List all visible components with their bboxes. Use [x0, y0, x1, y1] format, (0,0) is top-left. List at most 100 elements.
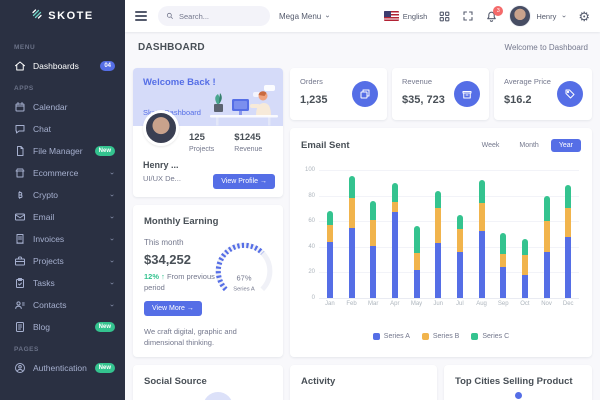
sidebar-item-contacts[interactable]: Contacts — [0, 294, 125, 316]
legend-item-series-a[interactable]: Series A — [372, 333, 410, 340]
toggle-week[interactable]: Week — [474, 139, 508, 152]
stacked-bar[interactable] — [391, 182, 398, 298]
bar-segment-series-a — [500, 267, 507, 298]
bar-segment-series-c — [435, 190, 442, 209]
sidebar-item-calendar[interactable]: Calendar — [0, 96, 125, 118]
stacked-bar[interactable] — [370, 200, 377, 298]
x-axis-label: Feb — [346, 301, 357, 307]
user-menu[interactable]: Henry — [509, 5, 567, 27]
sidebar-item-email[interactable]: Email — [0, 206, 125, 228]
sidebar-section-label: MENU — [14, 44, 36, 51]
top-cities-title: Top Cities Selling Product — [455, 376, 573, 387]
sidebar-item-blog[interactable]: Blog New — [0, 316, 125, 338]
envelope-icon — [14, 211, 26, 223]
bar-slot-mar — [362, 170, 384, 298]
bar-segment-series-c — [326, 210, 333, 226]
fullscreen-button[interactable] — [462, 10, 474, 22]
sidebar-item-label: Projects — [33, 256, 64, 266]
x-axis-label: Jan — [324, 301, 335, 307]
bar-segment-series-a — [413, 269, 420, 298]
x-axis-label: Sep — [497, 301, 509, 307]
stat-label: Revenue — [402, 77, 433, 86]
bar-segment-series-a — [370, 245, 377, 298]
radial-gauge-chart: 67% Series A — [215, 242, 273, 293]
gridline — [319, 246, 579, 248]
y-axis-tick: 0 — [311, 295, 315, 301]
sidebar-item-label: Contacts — [33, 300, 67, 310]
social-source-card: Social Source — [133, 365, 283, 400]
welcome-title: Welcome Back ! — [143, 77, 216, 88]
stacked-bar[interactable] — [543, 195, 550, 298]
sidebar-item-ecommerce[interactable]: Ecommerce — [0, 162, 125, 184]
gridline — [319, 221, 579, 223]
bar-segment-series-a — [348, 227, 355, 298]
sidebar-item-crypto[interactable]: Crypto — [0, 184, 125, 206]
stacked-bar[interactable] — [348, 176, 355, 298]
home-icon — [14, 60, 26, 72]
monthly-earning-title: Monthly Earning — [144, 216, 219, 227]
sidebar-badge: New — [94, 322, 115, 332]
copy-icon — [352, 81, 378, 107]
sidebar: SKOTE MENU Dashboards 04 APPS Calendar Chat Fi… — [0, 0, 125, 400]
language-dropdown[interactable]: English — [383, 11, 427, 21]
stacked-bar[interactable] — [326, 210, 333, 298]
bar-slot-dec — [557, 170, 579, 298]
bar-segment-series-c — [500, 232, 507, 255]
bar-slot-apr — [384, 170, 406, 298]
file-icon — [14, 145, 26, 157]
bar-slot-nov — [536, 170, 558, 298]
monthly-earning-card: Monthly Earning This month $34,252 12% ↑… — [133, 205, 283, 357]
bitcoin-icon — [14, 189, 26, 201]
stacked-bar[interactable] — [565, 185, 572, 298]
period-label: This month — [144, 238, 184, 247]
stacked-bar[interactable] — [500, 232, 507, 298]
chevron-down-icon — [109, 259, 115, 264]
mega-menu-label: Mega Menu — [279, 11, 322, 21]
chevron-down-icon — [561, 12, 567, 21]
bar-segment-series-a — [456, 251, 463, 298]
receipt-icon — [14, 233, 26, 245]
view-profile-button[interactable]: View Profile → — [213, 174, 275, 189]
stacked-bar[interactable] — [456, 214, 463, 298]
arrow-up-icon: ↑ — [161, 272, 165, 281]
stacked-bar[interactable] — [435, 190, 442, 298]
legend-item-series-b[interactable]: Series B — [421, 333, 459, 340]
sidebar-item-invoices[interactable]: Invoices — [0, 228, 125, 250]
sidebar-item-projects[interactable]: Projects — [0, 250, 125, 272]
skote-logo-icon — [31, 7, 43, 25]
stacked-bar[interactable] — [413, 226, 420, 298]
page-head: DASHBOARD Welcome to Dashboard — [125, 32, 600, 62]
legend-item-series-c[interactable]: Series C — [471, 333, 509, 340]
sidebar-item-authentication[interactable]: Authentication New — [0, 357, 125, 379]
sidebar-item-dashboards[interactable]: Dashboards 04 — [0, 55, 125, 77]
apps-grid-button[interactable] — [438, 10, 451, 23]
settings-gear-icon[interactable]: ⚙ — [578, 8, 590, 24]
bar-segment-series-b — [478, 203, 485, 232]
chevron-down-icon — [109, 303, 115, 308]
sidebar-item-file-manager[interactable]: File Manager New — [0, 140, 125, 162]
sidebar-badge: New — [94, 363, 115, 373]
menu-toggle-button[interactable] — [133, 9, 149, 23]
view-more-button[interactable]: View More → — [144, 301, 202, 316]
search-input[interactable] — [179, 11, 262, 21]
bar-slot-aug — [471, 170, 493, 298]
user-name: Henry — [536, 11, 557, 21]
logo[interactable]: SKOTE — [0, 0, 125, 32]
x-axis-label: Nov — [541, 301, 552, 307]
stacked-bar[interactable] — [478, 180, 485, 298]
toggle-month[interactable]: Month — [511, 139, 546, 152]
chart-x-axis: Jan Feb Mar Apr May Jun Jul Aug Sep Oct Nov Dec — [319, 301, 579, 307]
notifications-button[interactable]: 3 — [485, 5, 504, 23]
sidebar-item-chat[interactable]: Chat — [0, 118, 125, 140]
y-axis-tick: 20 — [308, 269, 315, 276]
mega-menu-dropdown[interactable]: Mega Menu — [279, 12, 331, 21]
stacked-bar[interactable] — [521, 239, 528, 298]
us-flag-icon — [383, 11, 399, 21]
sidebar-item-tasks[interactable]: Tasks — [0, 272, 125, 294]
bar-segment-series-c — [521, 239, 528, 255]
toggle-year[interactable]: Year — [550, 139, 581, 152]
x-axis-label: Mar — [368, 301, 379, 307]
bar-segment-series-b — [565, 208, 572, 237]
chevron-down-icon — [109, 237, 115, 242]
x-axis-label: Dec — [562, 301, 574, 307]
